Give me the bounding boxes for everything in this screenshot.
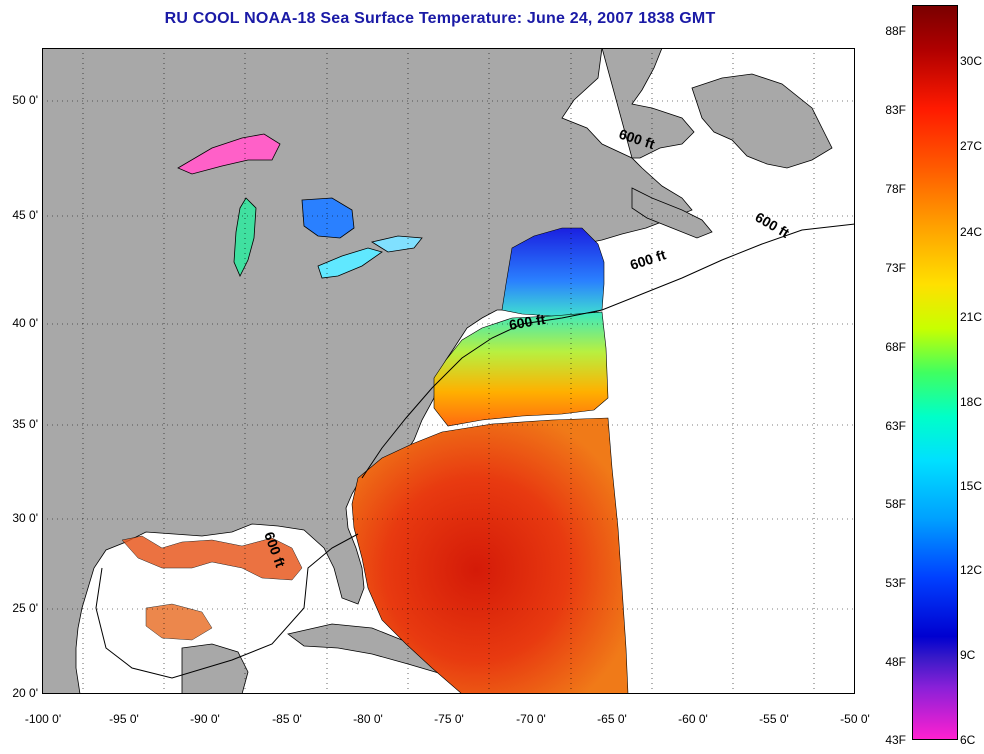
lon-label-55: -55 0' (759, 712, 789, 726)
lake-huron (301, 197, 355, 239)
lake-michigan (233, 197, 257, 277)
colorbar-f-88: 88F (885, 24, 906, 38)
land-maritimes (601, 48, 695, 159)
lat-label-20: 20 0' (12, 686, 38, 700)
land-yucatan (181, 643, 249, 694)
sst-gulf-mexico (121, 535, 303, 581)
colorbar-f-83: 83F (885, 103, 906, 117)
colorbar-c-27: 27C (960, 139, 983, 153)
colorbar-f-53: 53F (885, 576, 906, 590)
colorbar-c-12: 12C (960, 563, 983, 577)
lat-label-30: 30 0' (12, 511, 38, 525)
lon-label-95: -95 0' (109, 712, 139, 726)
colorbar-c-24: 24C (960, 225, 983, 239)
map-title: RU COOL NOAA-18 Sea Surface Temperature:… (164, 10, 716, 27)
map-canvas: 600 ft 600 ft 600 ft 600 ft 600 ft (42, 48, 855, 694)
lon-label-80: -80 0' (353, 712, 383, 726)
lat-label-40: 40 0' (12, 316, 38, 330)
lake-superior (177, 133, 281, 175)
colorbar-c-6: 6C (960, 733, 976, 747)
lat-label-50: 50 0' (12, 93, 38, 107)
lon-label-85: -85 0' (272, 712, 302, 726)
colorbar-c-21: 21C (960, 310, 983, 324)
colorbar-f-43: 43F (885, 733, 906, 747)
sst-mid-atlantic (433, 311, 609, 427)
sst-gulf-maine (501, 227, 605, 317)
map-frame (42, 48, 855, 694)
lat-label-25: 25 0' (12, 601, 38, 615)
lon-label-90: -90 0' (190, 712, 220, 726)
colorbar-f-73: 73F (885, 261, 906, 275)
grid-lines (42, 48, 855, 694)
lake-ontario (370, 235, 423, 253)
lon-label-70: -70 0' (516, 712, 546, 726)
colorbar-c-15: 15C (960, 479, 983, 493)
lon-label-100: -100 0' (24, 712, 62, 726)
colorbar-f-48: 48F (885, 655, 906, 669)
lon-label-75: -75 0' (434, 712, 464, 726)
colorbar-f-58: 58F (885, 497, 906, 511)
colorbar-c-30: 30C (960, 54, 983, 68)
lon-label-60: -60 0' (678, 712, 708, 726)
lat-label-45: 45 0' (12, 208, 38, 222)
sst-southeast (351, 417, 629, 694)
colorbar-c-18: 18C (960, 395, 983, 409)
temperature-colorbar (912, 5, 958, 740)
land-newfoundland (691, 73, 833, 169)
sst-map: 600 ft 600 ft 600 ft 600 ft 600 ft (42, 48, 855, 694)
contour-label-4: 600 ft (508, 311, 547, 333)
lake-erie (317, 247, 383, 279)
colorbar-c-9: 9C (960, 648, 976, 662)
lon-label-65: -65 0' (597, 712, 627, 726)
sst-gulf-mexico-south (145, 603, 213, 641)
great-lakes (177, 133, 423, 279)
lat-label-35: 35 0' (12, 417, 38, 431)
colorbar-f-68: 68F (885, 340, 906, 354)
colorbar-f-63: 63F (885, 419, 906, 433)
land-nova-scotia (631, 187, 713, 239)
colorbar-f-78: 78F (885, 182, 906, 196)
lon-label-50: -50 0' (840, 712, 870, 726)
shelf-contour (95, 223, 855, 679)
